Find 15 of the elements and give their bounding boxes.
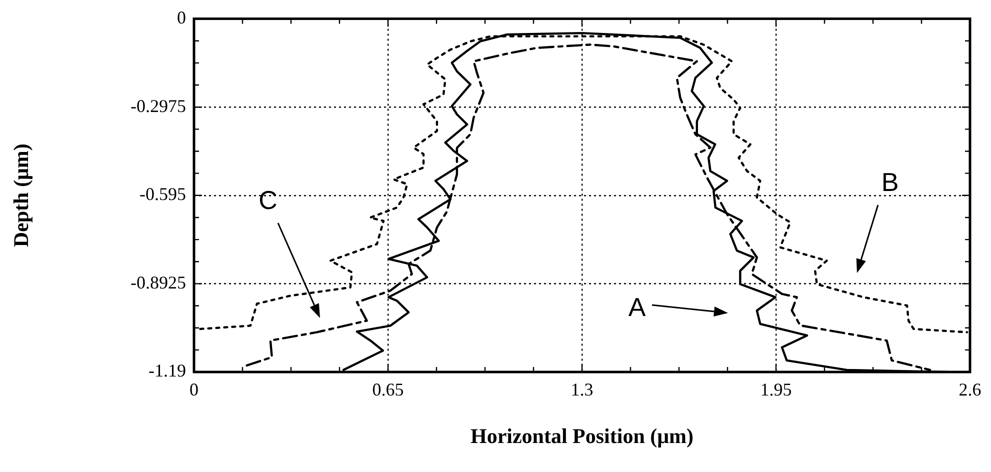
annotation: C (258, 185, 278, 215)
x-tick-label: 0 (190, 380, 198, 400)
x-axis-title: Horizontal Position (μm) (470, 424, 694, 448)
annotation: A (628, 292, 646, 322)
y-tick-label: -0.2975 (130, 96, 186, 116)
x-tick-label: 0.65 (372, 380, 404, 400)
y-axis-title: Depth (μm) (9, 144, 34, 248)
annotation: B (881, 167, 899, 197)
y-tick-label: 0 (177, 8, 186, 28)
x-tick-label: 1.3 (570, 380, 594, 400)
y-tick-label: -0.8925 (130, 272, 186, 292)
y-tick-label: -1.19 (148, 360, 186, 381)
x-tick-label: 2.6 (958, 380, 982, 400)
y-tick-label: -0.595 (140, 184, 186, 204)
x-tick-label: 1.95 (760, 380, 792, 400)
